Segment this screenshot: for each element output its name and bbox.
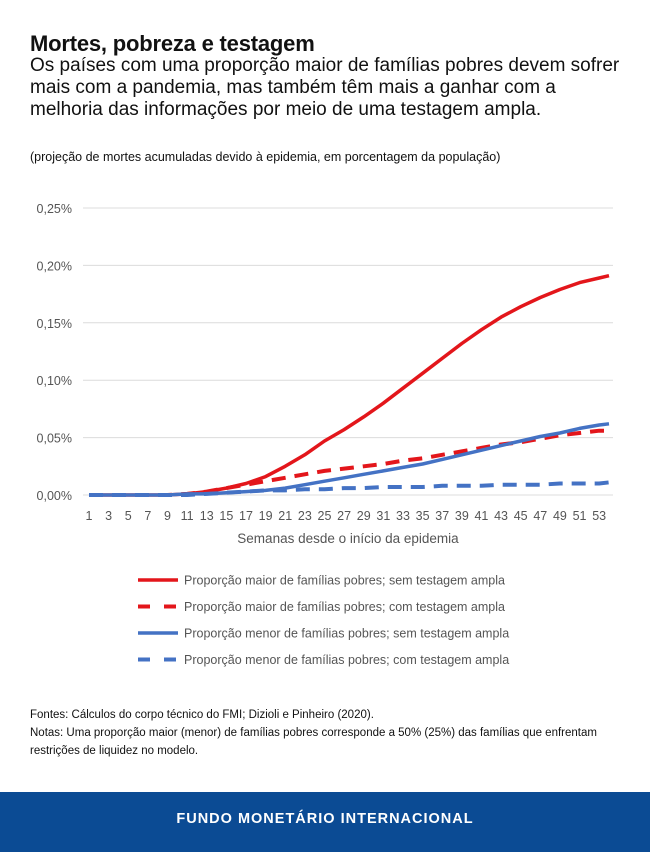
legend-label: Proporção maior de famílias pobres; sem … xyxy=(184,574,505,588)
x-tick-label: 5 xyxy=(125,509,132,523)
y-tick-label: 0,05% xyxy=(37,432,72,446)
x-tick-label: 41 xyxy=(474,509,488,523)
line-chart: 0,00%0,05%0,10%0,15%0,20%0,25%1 3 5 7 9 11 13 1… xyxy=(37,202,613,667)
x-tick-label: 27 xyxy=(337,509,351,523)
x-tick-label: 49 xyxy=(553,509,567,523)
legend-label: Proporção menor de famílias pobres; sem … xyxy=(184,627,509,641)
x-tick-label: 23 xyxy=(298,509,312,523)
x-tick-label: 51 xyxy=(573,509,587,523)
x-tick-label: 1 xyxy=(86,509,93,523)
x-tick-label: 37 xyxy=(435,509,449,523)
legend-label: Proporção maior de famílias pobres; com … xyxy=(184,600,505,614)
x-tick-label: 3 xyxy=(105,509,112,523)
sources-text: Fontes: Cálculos do corpo técnico do FMI… xyxy=(30,709,374,721)
y-tick-label: 0,25% xyxy=(37,202,72,216)
x-tick-label: 19 xyxy=(259,509,273,523)
x-tick-label: 13 xyxy=(200,509,214,523)
x-tick-label: 35 xyxy=(416,509,430,523)
series-line xyxy=(89,273,610,497)
x-tick-label: 43 xyxy=(494,509,508,523)
x-axis-label: Semanas desde o início da epidemia xyxy=(237,531,459,546)
x-tick-label: 17 xyxy=(239,509,253,523)
chart-title: Mortes, pobreza e testagem xyxy=(30,31,315,56)
x-tick-label: 9 xyxy=(164,509,171,523)
series-line xyxy=(89,480,610,497)
legend-label: Proporção menor de famílias pobres; com … xyxy=(184,653,509,667)
series-line xyxy=(89,422,610,497)
y-tick-label: 0,15% xyxy=(37,317,72,331)
x-tick-label: 25 xyxy=(318,509,332,523)
x-tick-label: 53 xyxy=(592,509,606,523)
footer-banner: FUNDO MONETÁRIO INTERNACIONAL xyxy=(0,792,650,852)
x-tick-label: 45 xyxy=(514,509,528,523)
chart-subtitle: Os países com uma proporção maior de fam… xyxy=(30,55,620,120)
x-tick-label: 47 xyxy=(533,509,547,523)
chart-note: (projeção de mortes acumuladas devido à … xyxy=(30,150,501,164)
x-tick-label: 15 xyxy=(219,509,233,523)
x-tick-label: 29 xyxy=(357,509,371,523)
y-tick-label: 0,00% xyxy=(37,489,72,503)
footnotes: Fontes: Cálculos do corpo técnico do FMI… xyxy=(30,706,630,760)
x-tick-label: 7 xyxy=(144,509,151,523)
x-tick-label: 39 xyxy=(455,509,469,523)
notes-text: Notas: Uma proporção maior (menor) de fa… xyxy=(30,727,597,757)
y-tick-label: 0,10% xyxy=(37,374,72,388)
x-tick-label: 11 xyxy=(181,509,194,523)
x-tick-label: 21 xyxy=(278,509,292,523)
x-tick-label: 31 xyxy=(376,509,390,523)
x-tick-label: 33 xyxy=(396,509,410,523)
y-tick-label: 0,20% xyxy=(37,259,72,273)
